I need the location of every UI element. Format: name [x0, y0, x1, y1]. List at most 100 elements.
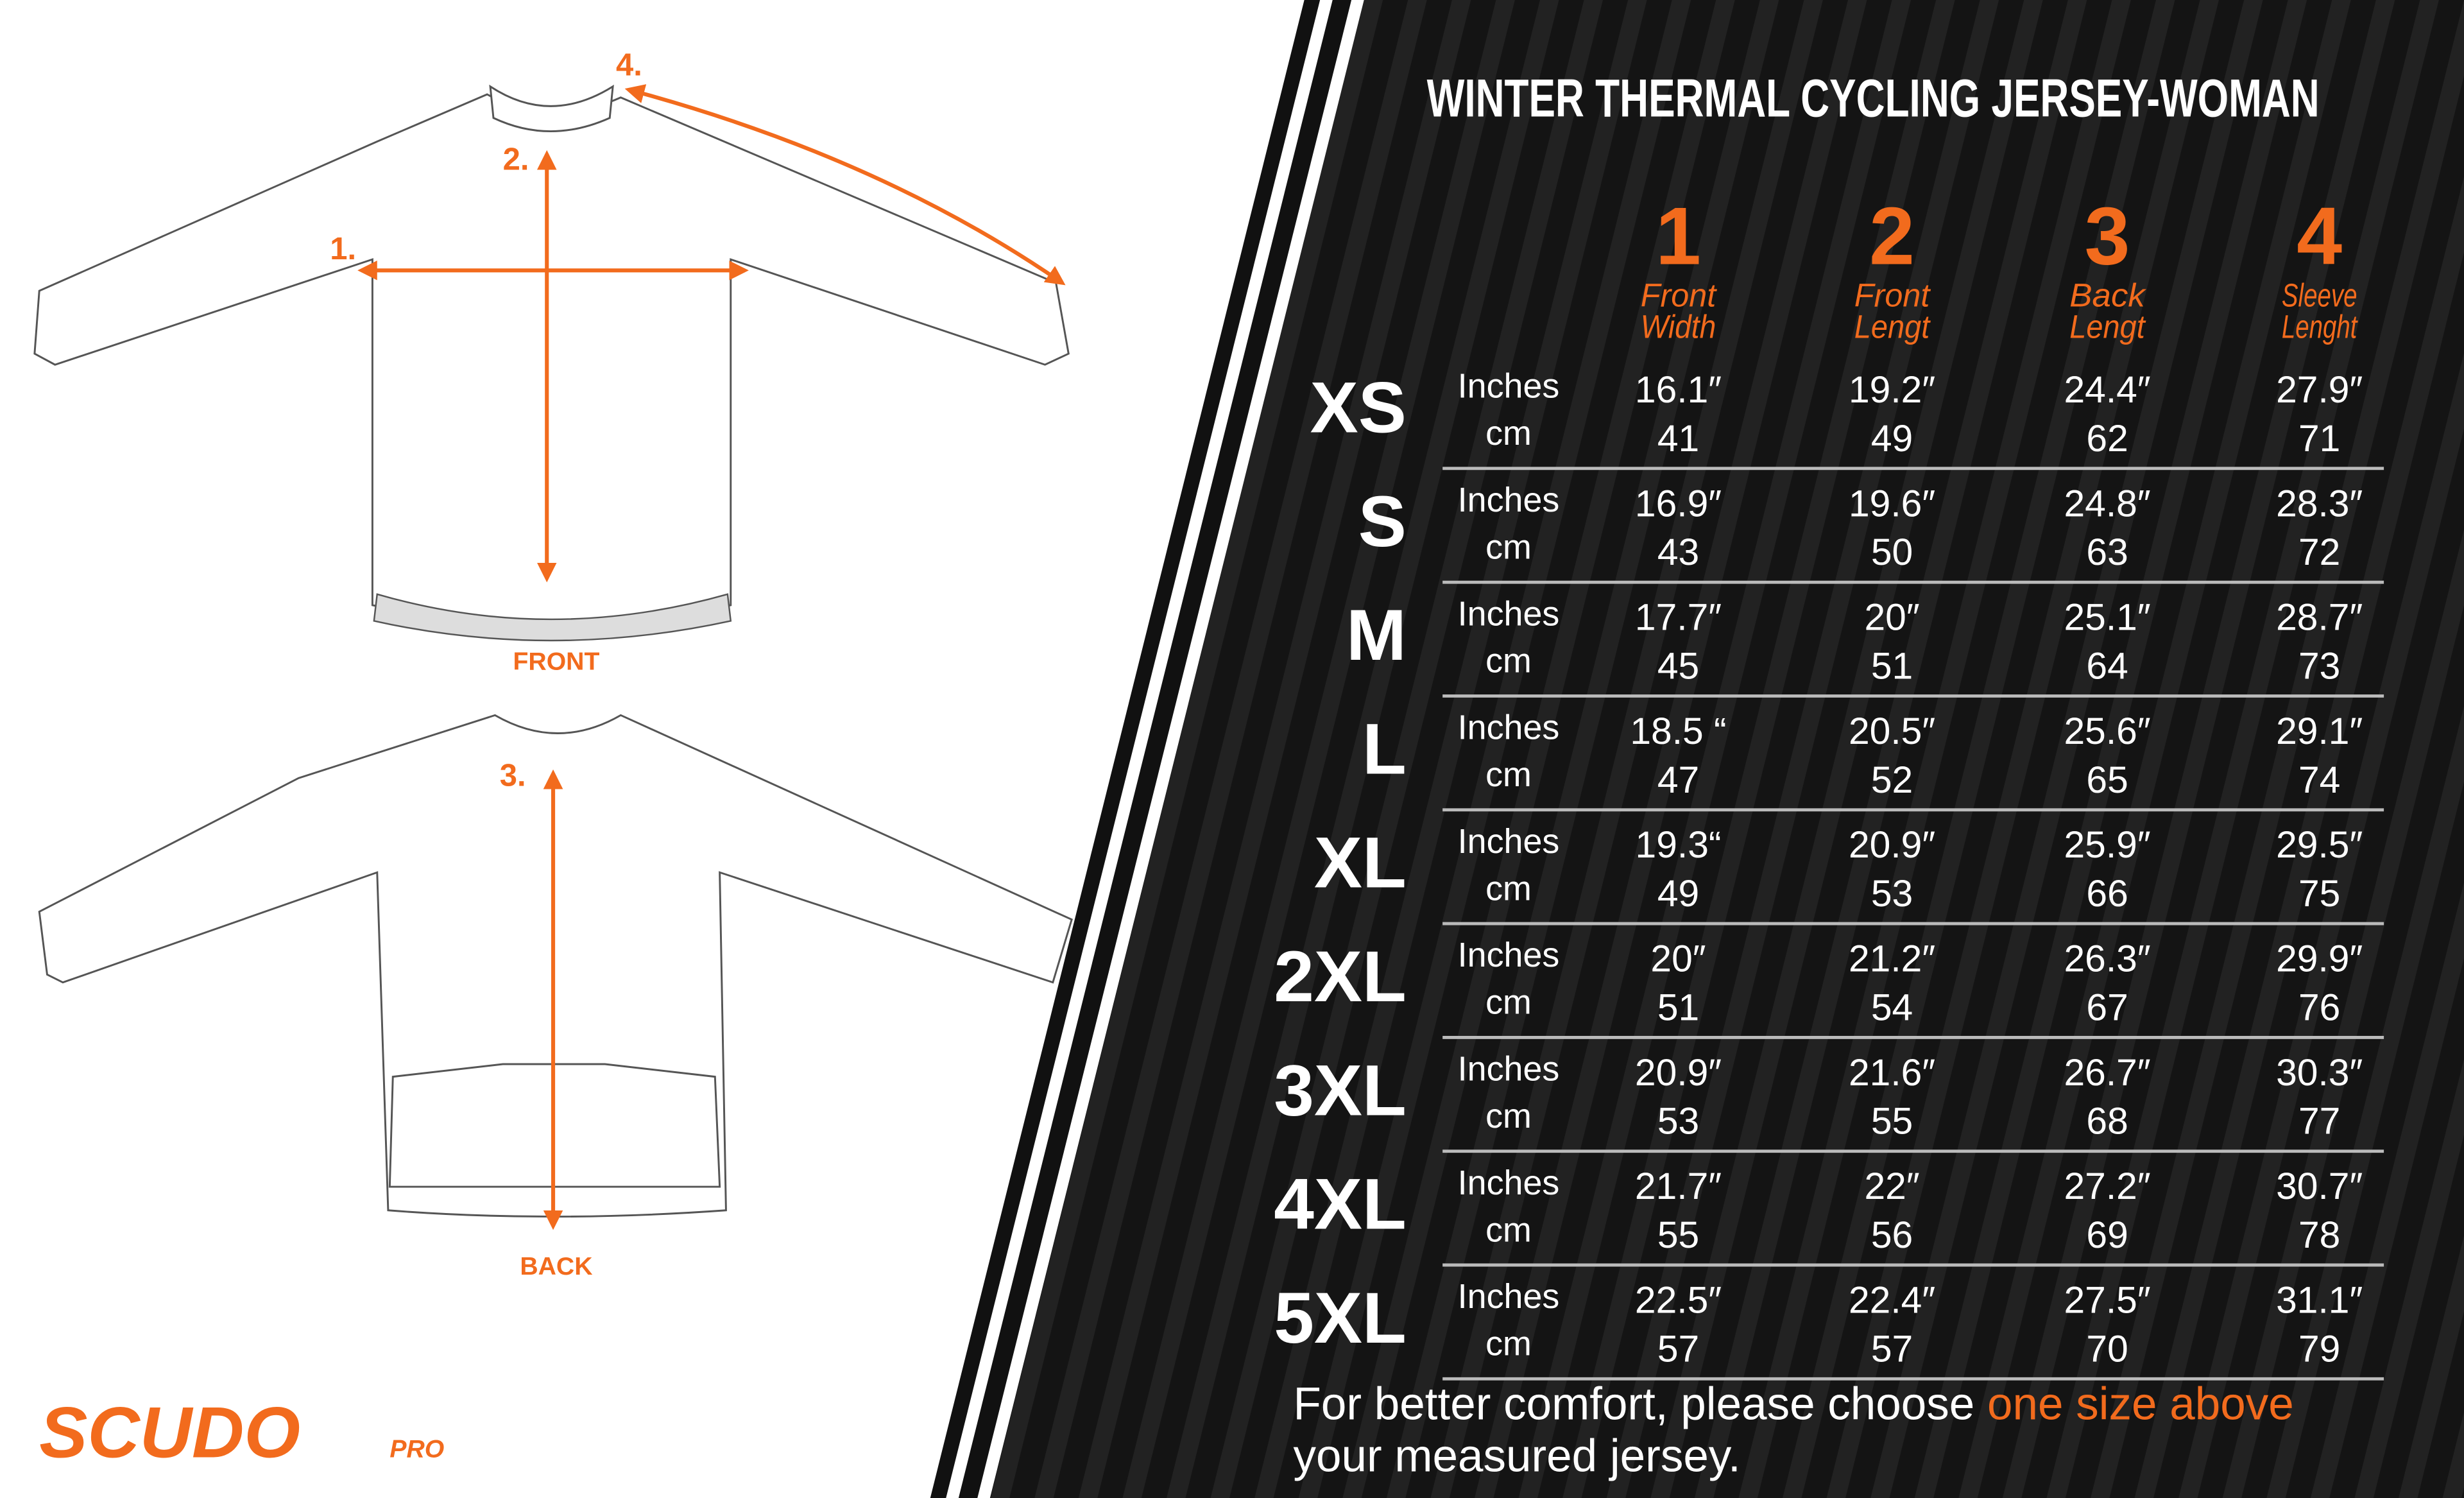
cm-value: 68	[2086, 1101, 2128, 1142]
cm-value: 67	[2086, 986, 2128, 1028]
back-label: BACK	[520, 1253, 592, 1280]
inch-value: 29.1″	[2276, 710, 2363, 752]
inch-value: 25.6″	[2064, 710, 2150, 752]
cm-value: 47	[1657, 759, 1699, 801]
inch-value: 22.4″	[1849, 1279, 1935, 1321]
column-label: Lengt	[2069, 308, 2146, 345]
unit-label: cm	[1485, 983, 1532, 1022]
column-number: 4	[2297, 190, 2342, 281]
column-label: Width	[1641, 308, 1716, 345]
size-label: 4XL	[1274, 1164, 1407, 1244]
inch-value: 28.3″	[2276, 483, 2363, 524]
inch-value: 19.6″	[1849, 483, 1935, 524]
cm-value: 55	[1657, 1214, 1699, 1256]
size-label: XS	[1310, 367, 1407, 448]
size-label: S	[1358, 481, 1407, 562]
cm-value: 79	[2298, 1328, 2340, 1370]
inch-value: 25.9″	[2064, 824, 2150, 866]
inch-value: 30.7″	[2276, 1166, 2363, 1207]
size-table: 1FrontWidth2FrontLengt3BackLengt4SleeveL…	[1274, 190, 2384, 1381]
unit-label: Inches	[1458, 481, 1560, 519]
cm-value: 62	[2086, 418, 2128, 460]
unit-label: Inches	[1458, 1164, 1560, 1202]
unit-label: Inches	[1458, 936, 1560, 974]
cm-value: 73	[2298, 646, 2340, 687]
unit-label: Inches	[1458, 594, 1560, 633]
front-label: FRONT	[513, 648, 599, 675]
brand-suffix: PRO	[389, 1435, 444, 1463]
cm-value: 78	[2298, 1214, 2340, 1256]
cm-value: 63	[2086, 531, 2128, 573]
unit-label: cm	[1485, 1325, 1532, 1363]
size-label: L	[1362, 708, 1407, 789]
inch-value: 28.7″	[2276, 597, 2363, 639]
cm-value: 56	[1871, 1214, 1913, 1256]
marker-label: 2.	[503, 142, 529, 177]
inch-value: 26.3″	[2064, 938, 2150, 980]
cm-value: 75	[2298, 873, 2340, 915]
cm-value: 43	[1657, 531, 1699, 573]
cm-value: 54	[1871, 986, 1913, 1028]
inch-value: 24.8″	[2064, 483, 2150, 524]
cm-value: 45	[1657, 646, 1699, 687]
footer-text: For better comfort, please choose	[1294, 1379, 1988, 1429]
inch-value: 24.4″	[2064, 369, 2150, 411]
column-label: Lenght	[2282, 308, 2359, 345]
cm-value: 50	[1871, 531, 1913, 573]
inch-value: 20.9″	[1849, 824, 1935, 866]
cm-value: 72	[2298, 531, 2340, 573]
inch-value: 20″	[1650, 938, 1706, 980]
stripe	[930, 0, 1321, 1498]
inch-value: 30.3″	[2276, 1052, 2363, 1094]
unit-label: cm	[1485, 1097, 1532, 1135]
inch-value: 21.7″	[1635, 1166, 1722, 1207]
column-number: 1	[1656, 190, 1701, 281]
marker-label: 3.	[500, 759, 526, 793]
inch-value: 19.3“	[1636, 824, 1722, 866]
front-jersey	[33, 84, 1070, 642]
cm-value: 51	[1657, 986, 1699, 1028]
inch-value: 21.2″	[1849, 938, 1935, 980]
stripe	[958, 0, 1352, 1498]
cm-value: 65	[2086, 759, 2128, 801]
inch-value: 27.5″	[2064, 1279, 2150, 1321]
unit-label: cm	[1485, 528, 1532, 566]
inch-value: 19.2″	[1849, 369, 1935, 411]
inch-value: 16.9″	[1635, 483, 1722, 524]
column-label: Lengt	[1854, 308, 1931, 345]
unit-label: cm	[1485, 414, 1532, 452]
cm-value: 66	[2086, 873, 2128, 915]
inch-value: 29.9″	[2276, 938, 2363, 980]
cm-value: 69	[2086, 1214, 2128, 1256]
inch-value: 22.5″	[1635, 1279, 1722, 1321]
column-number: 2	[1869, 190, 1915, 281]
unit-label: cm	[1485, 1210, 1532, 1249]
cm-value: 76	[2298, 986, 2340, 1028]
footer-highlight: one size above	[1987, 1379, 2294, 1429]
size-label: XL	[1314, 822, 1407, 903]
inch-value: 20″	[1864, 597, 1919, 639]
inch-value: 22″	[1864, 1166, 1919, 1207]
cm-value: 64	[2086, 646, 2128, 687]
unit-label: Inches	[1458, 1277, 1560, 1316]
unit-label: Inches	[1458, 822, 1560, 861]
unit-label: Inches	[1458, 709, 1560, 747]
column-label: Sleeve	[2282, 277, 2357, 314]
unit-label: cm	[1485, 642, 1532, 680]
footer-note: For better comfort, please choose one si…	[1294, 1379, 2307, 1481]
cm-value: 57	[1871, 1328, 1913, 1370]
inch-value: 21.6″	[1849, 1052, 1935, 1094]
inch-value: 17.7″	[1635, 597, 1722, 639]
cm-value: 53	[1871, 873, 1913, 915]
cm-value: 57	[1657, 1328, 1699, 1370]
cm-value: 41	[1657, 418, 1699, 460]
unit-label: cm	[1485, 755, 1532, 794]
column-label: Front	[1641, 277, 1718, 314]
inch-value: 29.5″	[2276, 824, 2363, 866]
marker-label: 4.	[616, 48, 642, 83]
footer-text: your measured jersey.	[1294, 1431, 1741, 1481]
back-jersey	[38, 714, 1073, 1230]
inch-value: 25.1″	[2064, 597, 2150, 639]
inch-value: 26.7″	[2064, 1052, 2150, 1094]
